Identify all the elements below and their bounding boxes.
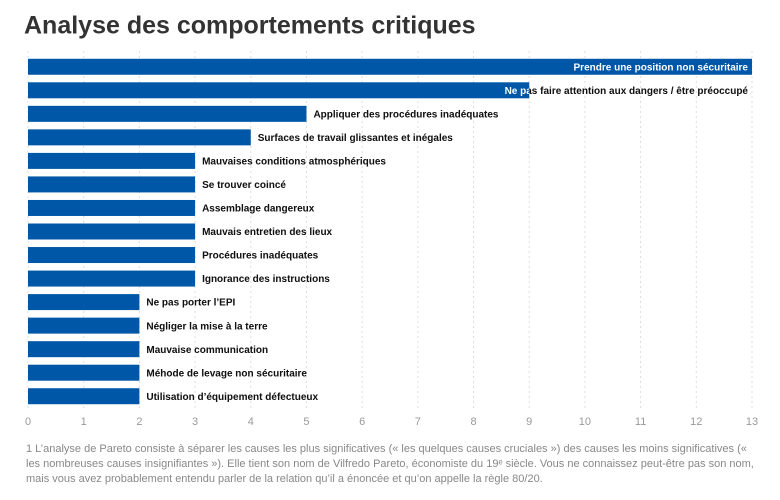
bar xyxy=(28,388,140,405)
bar xyxy=(28,294,140,311)
bar xyxy=(28,270,196,287)
bar-label: Ignorance des instructions xyxy=(202,274,330,285)
x-tick-label: 1 xyxy=(81,416,87,428)
x-tick-label: 0 xyxy=(25,416,31,428)
x-tick-label: 12 xyxy=(690,416,702,428)
bar xyxy=(28,364,140,381)
footnote: 1 L’analyse de Pareto consiste à séparer… xyxy=(26,443,754,485)
x-tick-label: 10 xyxy=(579,416,591,428)
x-tick-label: 5 xyxy=(303,416,309,428)
bar xyxy=(28,223,196,240)
x-tick-label: 8 xyxy=(470,416,476,428)
bar-label: Mauvais entretien des lieux xyxy=(202,227,332,238)
bar-label: Surfaces de travail glissantes et inégal… xyxy=(258,133,454,144)
x-tick-label: 3 xyxy=(192,416,198,428)
x-tick-label: 6 xyxy=(359,416,365,428)
bar-label: Utilisation d’équipement défectueux xyxy=(146,392,318,403)
bar-label: Ne pas faire attention aux dangers / êtr… xyxy=(505,86,749,97)
bar-label: Prendre une position non sécuritaire xyxy=(574,62,749,73)
bar xyxy=(28,58,752,75)
bar-label: Assemblage dangereux xyxy=(202,204,315,215)
bar xyxy=(28,152,196,169)
bar xyxy=(28,341,140,358)
x-tick-label: 2 xyxy=(136,416,142,428)
bar-label: Mauvaises conditions atmosphériques xyxy=(202,157,386,168)
bar-label: Méhode de levage non sécuritaire xyxy=(146,368,307,379)
bar xyxy=(28,82,530,99)
bar-label: Appliquer des procédures inadéquates xyxy=(313,109,498,120)
bar xyxy=(28,105,307,122)
x-tick-label: 4 xyxy=(248,416,254,428)
x-tick-label: 13 xyxy=(746,416,758,428)
bar xyxy=(28,247,196,264)
x-tick-label: 9 xyxy=(526,416,532,428)
bar xyxy=(28,129,251,146)
x-tick-label: 11 xyxy=(635,416,646,428)
x-tick-label: 7 xyxy=(415,416,421,428)
bar xyxy=(28,317,140,334)
bar-label: Procédures inadéquates xyxy=(202,251,319,262)
bar-label: Ne pas porter l’EPI xyxy=(146,298,235,309)
bar-label: Négliger la mise à la terre xyxy=(146,321,268,332)
bar xyxy=(28,176,196,193)
bar xyxy=(28,199,196,216)
chart-title: Analyse des comportements critiques xyxy=(24,12,476,40)
bar-label: Se trouver coincé xyxy=(202,180,286,191)
bar-label: Mauvaise communication xyxy=(146,345,268,356)
